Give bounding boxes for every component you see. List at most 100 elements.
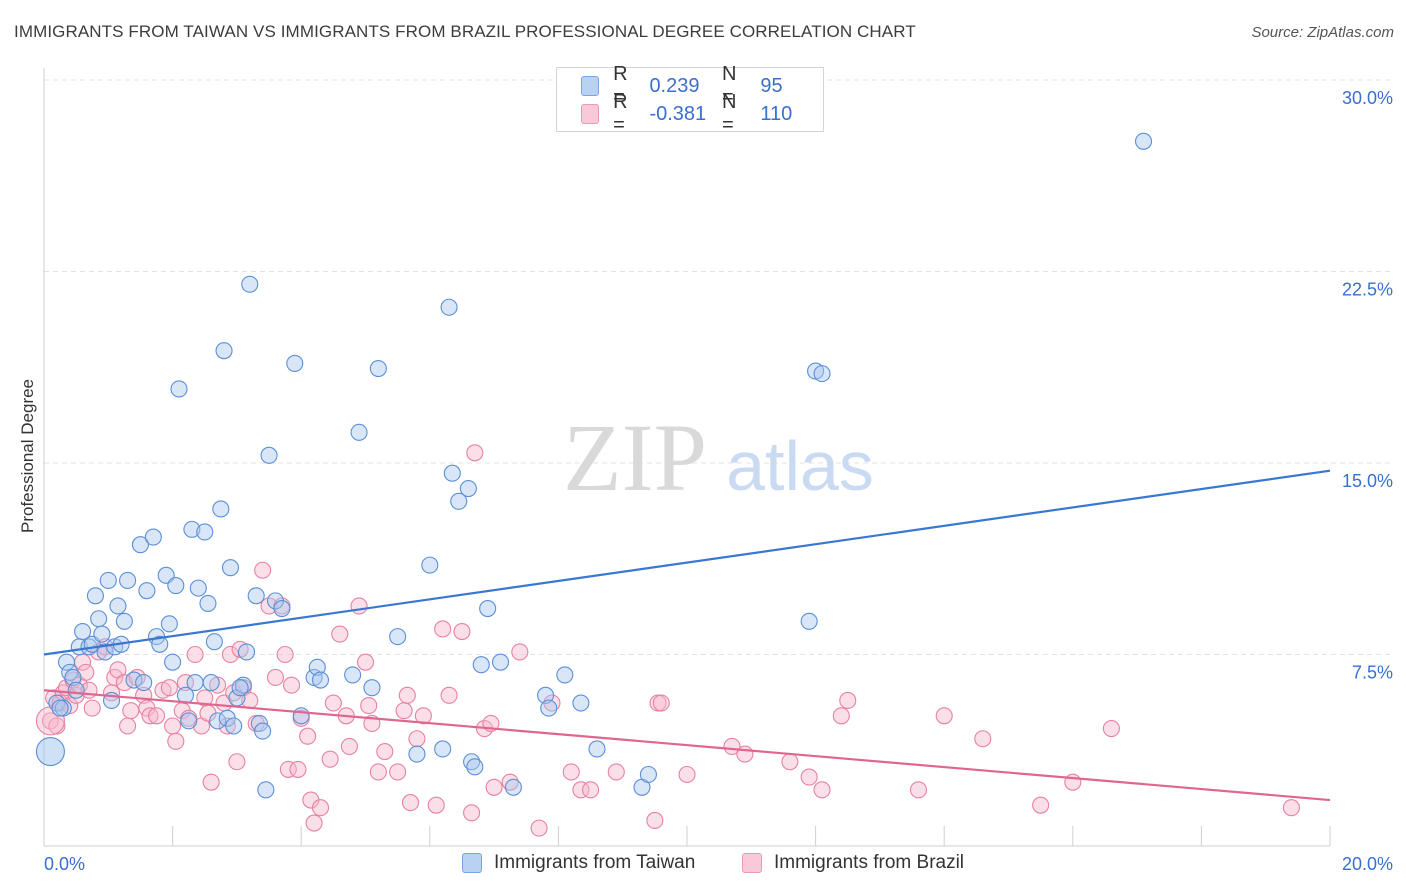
trend-lines (43, 469, 1331, 802)
taiwan-cluster-point (35, 736, 65, 767)
x-tick-label: 20.0% (1342, 854, 1393, 874)
brazil-point (360, 697, 378, 715)
brazil-point (254, 561, 272, 579)
taiwan-point (479, 599, 497, 618)
taiwan-point (186, 674, 204, 692)
chart-title: IMMIGRANTS FROM TAIWAN VS IMMIGRANTS FRO… (14, 22, 916, 41)
brazil-point (122, 702, 140, 720)
legend-n-label: N = (722, 63, 737, 108)
taiwan-point (215, 342, 233, 360)
brazil-point (228, 753, 246, 771)
legend-brazil-label: Immigrants from Brazil (774, 852, 965, 873)
taiwan-point (231, 679, 249, 697)
legend-taiwan-label: Immigrants from Taiwan (494, 852, 696, 873)
taiwan-point (639, 765, 657, 784)
brazil-swatch (581, 104, 600, 124)
y-tick-label: 22.5% (1342, 280, 1393, 300)
taiwan-swatch (462, 853, 482, 873)
taiwan-point (308, 658, 326, 676)
taiwan-point (196, 523, 214, 541)
taiwan-point (311, 671, 330, 689)
brazil-point (935, 707, 953, 725)
taiwan-point (369, 359, 387, 378)
brazil-point (376, 742, 394, 761)
taiwan-point (221, 559, 240, 577)
brazil-point (832, 707, 850, 725)
taiwan-points (35, 132, 1153, 799)
taiwan-point (466, 758, 484, 776)
legend-r-value: -0.381 (649, 102, 707, 125)
taiwan-point (151, 635, 169, 653)
taiwan-point (96, 643, 114, 661)
brazil-point (839, 691, 857, 710)
taiwan-point (164, 653, 182, 671)
taiwan-point (536, 686, 555, 704)
watermark: ZIP atlas (563, 404, 874, 511)
brazil-point (324, 694, 342, 712)
taiwan-point (90, 610, 108, 628)
brazil-point (909, 781, 928, 799)
taiwan-swatch (581, 76, 600, 96)
taiwan-point (144, 528, 162, 546)
taiwan-point (572, 694, 590, 712)
brazil-point (530, 819, 548, 837)
brazil-point (299, 727, 317, 745)
taiwan-point (813, 365, 831, 383)
taiwan-point (119, 571, 137, 590)
taiwan-point (67, 681, 85, 699)
brazil-point (141, 707, 159, 725)
brazil-point (440, 686, 458, 704)
taiwan-point (170, 380, 188, 398)
brazil-point (321, 750, 339, 768)
brazil-point (147, 707, 166, 725)
brazil-point (186, 645, 204, 664)
brazil-point (434, 620, 452, 638)
brazil-point (466, 444, 484, 462)
taiwan-point (434, 740, 452, 758)
taiwan-point (237, 643, 256, 661)
taiwan-point (241, 275, 259, 293)
watermark-atlas: atlas (726, 427, 874, 505)
brazil-point (678, 765, 696, 784)
y-tick-label: 7.5% (1352, 663, 1393, 683)
brazil-point (607, 763, 625, 781)
brazil-point (305, 814, 323, 832)
taiwan-point (556, 666, 574, 684)
taiwan-trend-line (43, 469, 1331, 656)
brazil-point (646, 811, 664, 830)
brazil-point (463, 804, 481, 822)
taiwan-point (260, 446, 278, 464)
x-tick-label: 0.0% (44, 854, 85, 874)
taiwan-point (588, 740, 606, 758)
brazil-point (276, 645, 294, 664)
taiwan-point (74, 622, 92, 641)
brazil-point (331, 625, 349, 643)
taiwan-point (86, 587, 104, 605)
taiwan-point (463, 753, 481, 771)
taiwan-point (440, 298, 458, 316)
taiwan-point (160, 615, 178, 633)
taiwan-point (212, 500, 230, 518)
taiwan-point (109, 597, 127, 615)
brazil-point (581, 781, 600, 799)
taiwan-point (363, 679, 381, 697)
brazil-point (340, 737, 358, 755)
taiwan-point (254, 722, 272, 740)
taiwan-point (180, 712, 198, 730)
taiwan-point (273, 599, 291, 618)
taiwan-point (350, 423, 368, 441)
brazil-point (1102, 719, 1120, 738)
brazil-point (427, 796, 445, 814)
legend-row-brazil: R = -0.381 N = 110 (581, 91, 823, 136)
taiwan-point (257, 781, 275, 799)
taiwan-point (61, 663, 79, 681)
taiwan-point (138, 582, 156, 600)
brazil-point (119, 717, 137, 735)
brazil-point (813, 781, 831, 799)
y-axis-label: Professional Degree (18, 378, 37, 534)
taiwan-point (199, 594, 217, 612)
taiwan-point (115, 612, 133, 630)
brazil-point (800, 768, 818, 786)
brazil-points (35, 444, 1300, 837)
